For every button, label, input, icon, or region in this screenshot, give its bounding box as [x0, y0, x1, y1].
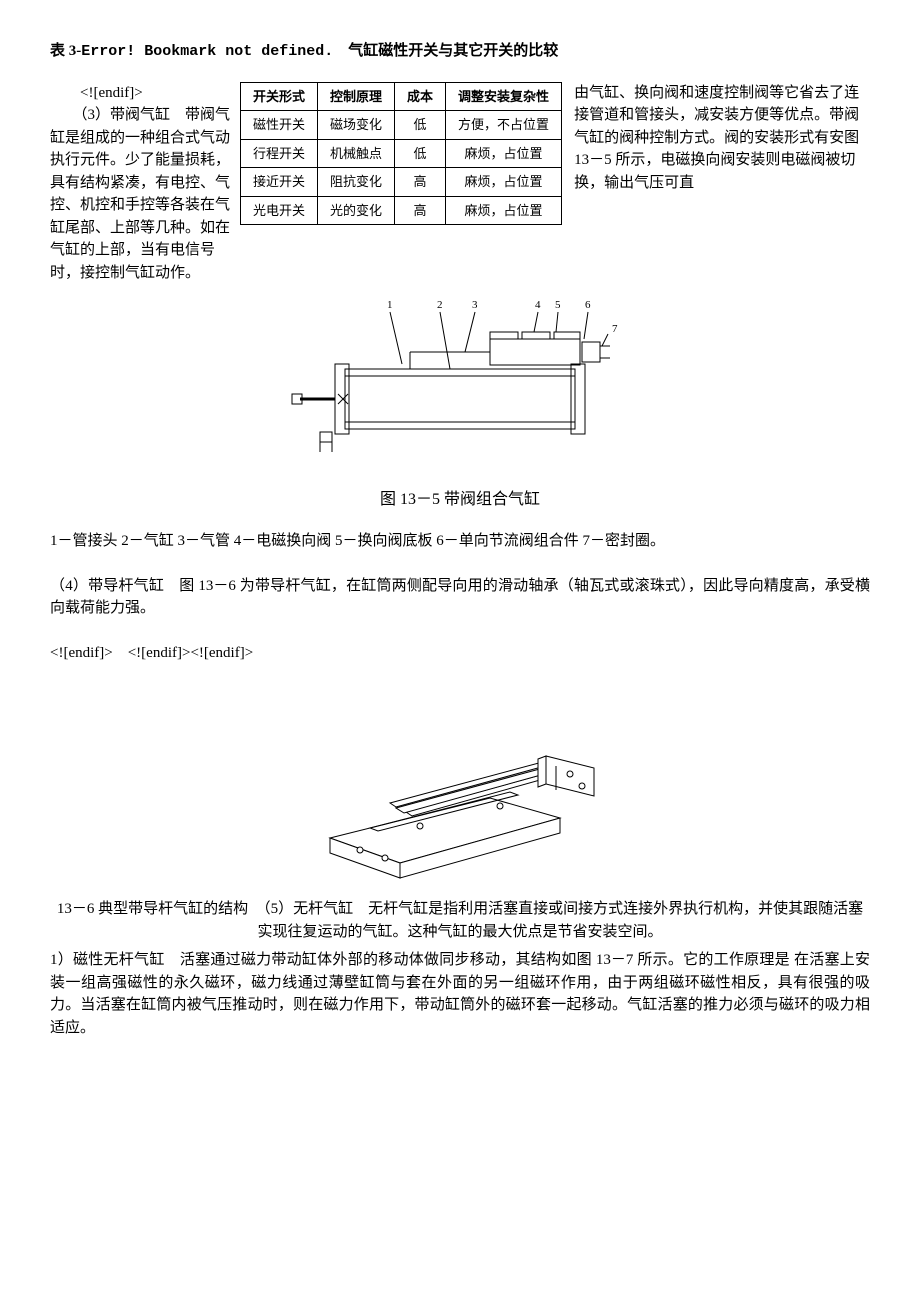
- label-3: 3: [472, 299, 478, 311]
- title-error: Error! Bookmark not defined.: [81, 43, 333, 60]
- table-header-row: 开关形式 控制原理 成本 调整安装复杂性: [241, 82, 562, 111]
- figure-13-5-caption: 图 13－5 带阀组合气缸: [50, 488, 870, 512]
- para-4: （4）带导杆气缸 图 13－6 为带导杆气缸，在缸筒两侧配导向用的滑动轴承（轴瓦…: [50, 575, 870, 620]
- guided-rod-cylinder-icon: [300, 678, 620, 888]
- right-text-block: 由气缸、换向阀和速度控制阀等它省去了连接管道和管接头，减安装方便等优点。带阀气缸…: [562, 82, 870, 195]
- para-3-left: （3）带阀气缸 带阀气缸是组成的一种组合式气动执行元件。少了能量损耗，具有结构紧…: [50, 104, 240, 284]
- label-2: 2: [437, 299, 443, 311]
- table-row: 光电开关 光的变化 高 麻烦，占位置: [241, 196, 562, 225]
- th: 开关形式: [241, 82, 318, 111]
- para-5-line1: 13－6 典型带导杆气缸的结构 （5）无杆气缸 无杆气缸是指利用活塞直接或间接方…: [50, 898, 870, 943]
- label-1: 1: [387, 299, 393, 311]
- figure-13-5: 1 2 3 4 5 6 7: [50, 294, 870, 474]
- endif-line: <![endif]> <![endif]><![endif]>: [50, 642, 870, 665]
- comparison-table-wrap: 开关形式 控制原理 成本 调整安装复杂性 磁性开关 磁场变化 低 方便，不占位置…: [240, 82, 562, 226]
- endif-marker: <![endif]>: [50, 82, 240, 105]
- figure-13-5-parts: 1－管接头 2－气缸 3－气管 4－电磁换向阀 5－换向阀底板 6－单向节流阀组…: [50, 530, 870, 553]
- para-3-right: 由气缸、换向阀和速度控制阀等它省去了连接管道和管接头，减安装方便等优点。带阀气缸…: [574, 82, 870, 195]
- table-row: 接近开关 阻抗变化 高 麻烦，占位置: [241, 168, 562, 197]
- label-5: 5: [555, 299, 561, 311]
- table-row: 行程开关 机械触点 低 麻烦，占位置: [241, 139, 562, 168]
- label-4: 4: [535, 299, 541, 311]
- th: 控制原理: [318, 82, 395, 111]
- left-text-block: <![endif]> （3）带阀气缸 带阀气缸是组成的一种组合式气动执行元件。少…: [50, 82, 240, 285]
- cylinder-valve-diagram-icon: 1 2 3 4 5 6 7: [290, 294, 630, 474]
- th: 调整安装复杂性: [446, 82, 562, 111]
- comparison-table: 开关形式 控制原理 成本 调整安装复杂性 磁性开关 磁场变化 低 方便，不占位置…: [240, 82, 562, 226]
- title-prefix: 表 3-: [50, 43, 81, 59]
- table-title: 表 3-Error! Bookmark not defined. 气缸磁性开关与…: [50, 40, 870, 64]
- title-suffix: 气缸磁性开关与其它开关的比较: [348, 43, 558, 59]
- para-6: 1）磁性无杆气缸 活塞通过磁力带动缸体外部的移动体做同步移动，其结构如图 13－…: [50, 949, 870, 1039]
- label-6: 6: [585, 299, 591, 311]
- table-row: 磁性开关 磁场变化 低 方便，不占位置: [241, 111, 562, 140]
- label-7: 7: [612, 323, 618, 335]
- figure-13-6: [50, 678, 870, 888]
- th: 成本: [395, 82, 446, 111]
